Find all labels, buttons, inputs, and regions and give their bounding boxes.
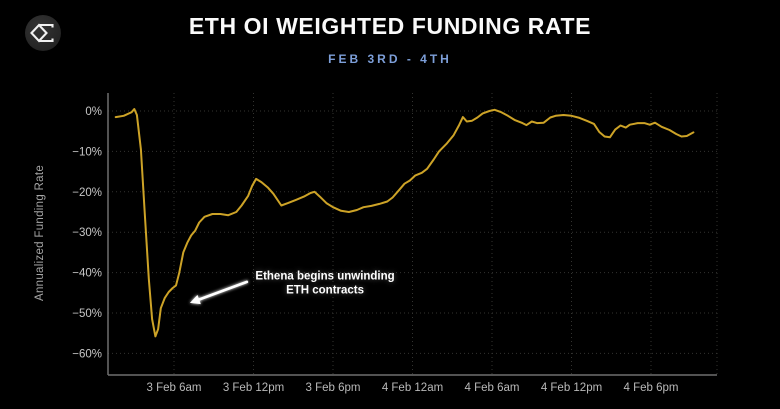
annotation: Ethena begins unwinding ETH contracts: [255, 271, 394, 298]
svg-text:0%: 0%: [85, 106, 102, 118]
svg-text:4 Feb 6pm: 4 Feb 6pm: [624, 382, 679, 394]
svg-text:3 Feb 6pm: 3 Feb 6pm: [306, 382, 361, 394]
svg-text:4 Feb 12am: 4 Feb 12am: [382, 382, 443, 394]
svg-text:−20%: −20%: [72, 187, 102, 199]
svg-text:3 Feb 12pm: 3 Feb 12pm: [223, 382, 284, 394]
axes: [107, 93, 717, 376]
gridlines: [108, 93, 718, 375]
svg-text:4 Feb 12pm: 4 Feb 12pm: [541, 382, 602, 394]
svg-text:−40%: −40%: [72, 268, 102, 280]
annotation-line-1: Ethena begins unwinding: [255, 270, 395, 283]
series-line: [114, 108, 695, 338]
svg-text:4 Feb 6am: 4 Feb 6am: [465, 382, 520, 394]
diamond-sigma-icon: [30, 23, 54, 43]
velo-logo: [25, 15, 61, 51]
svg-text:3 Feb 6am: 3 Feb 6am: [147, 382, 202, 394]
tick-labels: 3 Feb 6am 3 Feb 12pm 3 Feb 6pm 4 Feb 12am 4 …: [72, 106, 678, 394]
svg-text:−60%: −60%: [72, 348, 102, 360]
svg-text:−50%: −50%: [72, 308, 102, 320]
page-subtitle: FEB 3RD - 4TH: [328, 52, 452, 66]
annotation-arrow: [189, 280, 249, 305]
annotation-line-2: ETH contracts: [286, 284, 365, 297]
svg-text:−30%: −30%: [72, 227, 102, 239]
page-title: ETH OI WEIGHTED FUNDING RATE: [188, 13, 592, 39]
svg-text:−10%: −10%: [72, 146, 102, 158]
